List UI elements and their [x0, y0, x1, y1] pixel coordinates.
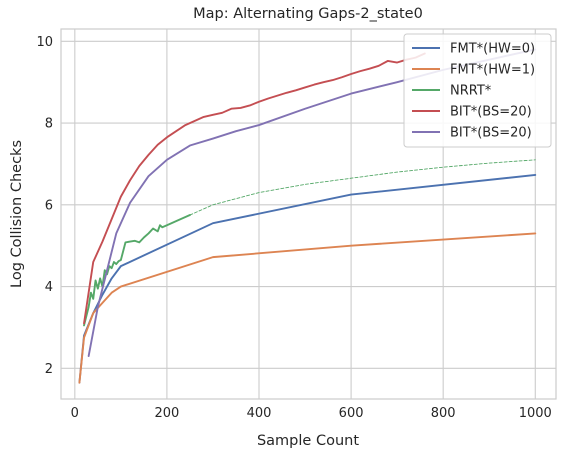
legend-label: FMT*(HW=1): [450, 63, 535, 78]
x-tick-label: 1000: [519, 406, 552, 421]
legend-label: BIT*(BS=20): [450, 126, 532, 141]
legend-box: [403, 33, 552, 148]
y-tick-label: 2: [45, 362, 53, 377]
legend: FMT*(HW=0) FMT*(HW=1) NRRT* BIT*(BS=20) BIT*…: [403, 33, 552, 148]
tick-labels: 0 200 400 600 800 1000 2 4 6 8 10: [36, 35, 551, 421]
x-tick-label: 200: [154, 406, 179, 421]
chart-title: Map: Alternating Gaps-2_state0: [193, 6, 423, 22]
series-line-3: [189, 159, 536, 216]
x-tick-label: 0: [71, 406, 79, 421]
x-axis-label: Sample Count: [257, 433, 359, 449]
y-tick-label: 10: [36, 35, 53, 50]
series-layer: [78, 48, 537, 384]
series-line-4: [83, 52, 426, 325]
x-tick-label: 600: [339, 406, 364, 421]
series-line-1: [78, 232, 537, 384]
y-tick-label: 4: [45, 280, 53, 295]
legend-label: BIT*(BS=20): [450, 105, 532, 120]
y-axis-label: Log Collision Checks: [9, 140, 25, 288]
y-tick-label: 6: [45, 198, 53, 213]
plot-frame: [60, 28, 557, 400]
x-tick-label: 400: [247, 406, 272, 421]
y-tick-label: 8: [45, 117, 53, 132]
x-tick-label: 800: [431, 406, 456, 421]
legend-label: NRRT*: [450, 84, 492, 99]
series-line-2: [83, 214, 191, 327]
legend-label: FMT*(HW=0): [450, 42, 535, 57]
